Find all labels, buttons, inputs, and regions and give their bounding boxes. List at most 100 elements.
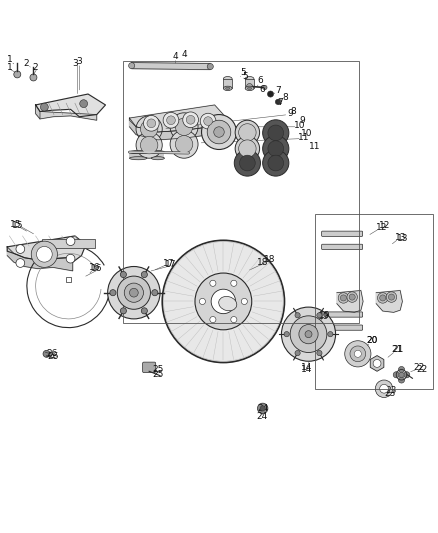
Text: 26: 26 xyxy=(47,351,59,360)
Text: 10: 10 xyxy=(300,129,312,138)
Circle shape xyxy=(247,84,253,90)
Polygon shape xyxy=(337,290,363,312)
Circle shape xyxy=(260,406,265,411)
Ellipse shape xyxy=(247,87,252,90)
Circle shape xyxy=(375,380,393,398)
Text: 15: 15 xyxy=(10,220,22,229)
Circle shape xyxy=(305,330,312,338)
Circle shape xyxy=(204,117,212,125)
Text: 14: 14 xyxy=(300,365,312,374)
Bar xyxy=(245,79,254,88)
Polygon shape xyxy=(35,94,106,117)
Text: 21: 21 xyxy=(392,345,404,354)
Text: 24: 24 xyxy=(256,412,268,421)
Circle shape xyxy=(207,63,213,70)
Circle shape xyxy=(231,280,237,286)
Circle shape xyxy=(43,350,50,357)
Bar xyxy=(42,239,95,248)
Bar xyxy=(130,152,147,158)
Text: 21: 21 xyxy=(392,345,403,354)
Text: 20: 20 xyxy=(366,336,378,345)
Circle shape xyxy=(129,62,135,69)
Circle shape xyxy=(163,112,179,128)
Circle shape xyxy=(136,116,162,142)
Text: 25: 25 xyxy=(152,365,163,374)
Circle shape xyxy=(207,120,231,144)
Circle shape xyxy=(234,150,261,176)
Circle shape xyxy=(152,289,158,296)
Circle shape xyxy=(380,295,386,301)
Text: 1: 1 xyxy=(7,55,12,64)
Circle shape xyxy=(186,116,195,124)
Text: 13: 13 xyxy=(395,233,406,242)
Circle shape xyxy=(141,120,158,138)
Text: 20: 20 xyxy=(366,336,378,345)
Circle shape xyxy=(210,280,216,286)
Circle shape xyxy=(340,295,346,301)
Text: 12: 12 xyxy=(376,223,387,232)
Circle shape xyxy=(141,308,148,314)
Circle shape xyxy=(317,351,322,356)
Circle shape xyxy=(263,150,289,176)
Text: 8: 8 xyxy=(290,107,296,116)
Circle shape xyxy=(231,317,237,322)
Polygon shape xyxy=(35,105,40,119)
Text: 3: 3 xyxy=(76,57,82,66)
Polygon shape xyxy=(40,111,97,120)
Circle shape xyxy=(141,271,148,278)
Text: 24: 24 xyxy=(257,404,268,413)
Circle shape xyxy=(170,130,198,158)
Text: 14: 14 xyxy=(300,364,312,372)
Text: 2: 2 xyxy=(33,63,39,72)
Circle shape xyxy=(80,100,88,108)
Text: 9: 9 xyxy=(288,109,293,118)
Ellipse shape xyxy=(130,157,147,160)
Circle shape xyxy=(239,124,256,141)
Text: 3: 3 xyxy=(72,59,78,68)
Circle shape xyxy=(183,112,198,128)
Circle shape xyxy=(108,266,160,319)
Ellipse shape xyxy=(219,296,237,311)
Circle shape xyxy=(240,155,255,171)
Circle shape xyxy=(354,350,361,357)
Circle shape xyxy=(66,237,75,246)
Polygon shape xyxy=(370,356,384,372)
Circle shape xyxy=(345,341,371,367)
Text: 17: 17 xyxy=(163,259,174,268)
Circle shape xyxy=(338,293,349,303)
Circle shape xyxy=(399,372,404,377)
Circle shape xyxy=(124,283,144,302)
Circle shape xyxy=(347,292,357,302)
Circle shape xyxy=(258,403,268,414)
Circle shape xyxy=(399,377,405,383)
Circle shape xyxy=(120,271,127,278)
Text: 11: 11 xyxy=(309,142,321,151)
Circle shape xyxy=(40,103,48,111)
Text: 19: 19 xyxy=(318,312,329,321)
Circle shape xyxy=(210,317,216,322)
Text: 7: 7 xyxy=(275,86,281,95)
Circle shape xyxy=(389,294,395,300)
Circle shape xyxy=(393,372,399,378)
Circle shape xyxy=(299,325,318,344)
Text: 23: 23 xyxy=(386,386,397,395)
Circle shape xyxy=(263,85,267,90)
Circle shape xyxy=(16,259,25,268)
FancyBboxPatch shape xyxy=(321,231,363,236)
Text: 16: 16 xyxy=(91,264,102,273)
Text: 11: 11 xyxy=(298,133,310,142)
Circle shape xyxy=(130,288,138,297)
FancyBboxPatch shape xyxy=(143,362,155,373)
Circle shape xyxy=(36,246,52,262)
Circle shape xyxy=(195,273,252,330)
Text: 26: 26 xyxy=(46,349,58,358)
Circle shape xyxy=(175,135,193,153)
Circle shape xyxy=(241,298,247,304)
Circle shape xyxy=(144,116,159,131)
Bar xyxy=(151,152,164,158)
Text: 8: 8 xyxy=(283,93,288,102)
Circle shape xyxy=(235,136,260,161)
Circle shape xyxy=(214,127,224,138)
Circle shape xyxy=(317,313,322,318)
Text: 1: 1 xyxy=(7,63,12,72)
